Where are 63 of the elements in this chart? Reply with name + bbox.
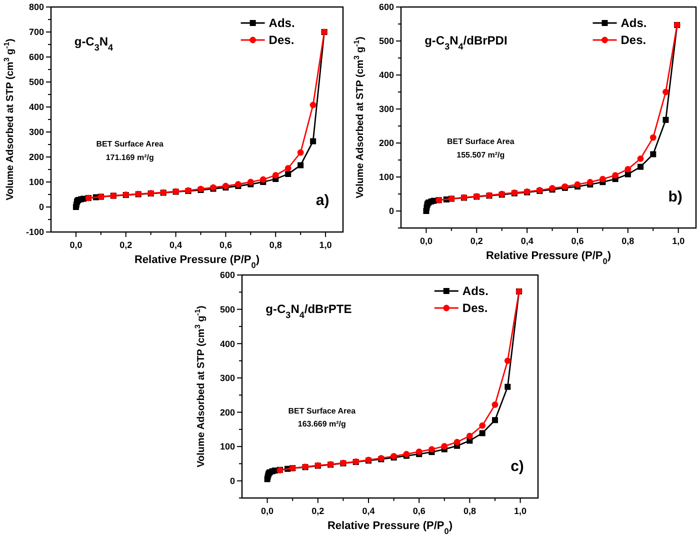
annotation: 171.169 m²/g — [106, 153, 154, 162]
legend-label: Des. — [462, 301, 488, 316]
x-tick-label: 0,0 — [420, 236, 432, 246]
annotation: a) — [316, 192, 330, 209]
x-tick-label: 1,0 — [319, 240, 332, 250]
x-tick-label: 0,2 — [312, 506, 324, 516]
y-tick-label: 800 — [28, 2, 44, 12]
y-tick-label: 200 — [378, 138, 394, 148]
x-tick-label: 0,0 — [70, 240, 82, 250]
annotation: BET Surface Area — [447, 137, 515, 146]
legend-label: Des. — [620, 33, 646, 48]
x-tick-label: 0,6 — [219, 240, 232, 250]
y-tick-label: 600 — [28, 52, 44, 62]
annotation: BET Surface Area — [96, 140, 164, 148]
y-tick-label: 200 — [28, 152, 44, 162]
x-tick-label: 1,0 — [672, 236, 685, 246]
x-tick-label: 0,4 — [520, 236, 534, 246]
x-tick-label: 0,6 — [571, 236, 584, 246]
y-tick-label: 600 — [220, 270, 235, 280]
x-tick-label: 0,2 — [470, 236, 483, 246]
annotation: g-C$_{3}$N$_{4}$/dBrPDI — [424, 34, 508, 52]
x-axis-title: Relative Pressure (P/P$_{0}$) — [134, 254, 260, 270]
y-tick-label: 300 — [378, 104, 394, 114]
annotation: 163.669 m²/g — [298, 420, 346, 429]
legend-label: Ads. — [462, 284, 488, 298]
y-tick-label: 200 — [220, 407, 235, 418]
x-tick-label: 0,8 — [269, 240, 282, 250]
x-tick-label: 0,0 — [261, 506, 274, 516]
x-tick-label: 0,8 — [463, 506, 476, 516]
y-tick-label: 400 — [220, 338, 235, 349]
annotation: 155.507 m²/g — [456, 150, 505, 160]
x-tick-label: 0,8 — [622, 236, 634, 246]
y-tick-label: 0 — [38, 202, 44, 212]
legend-label: Ads. — [268, 16, 295, 30]
legend-label: Ads. — [620, 16, 647, 30]
y-tick-label: 400 — [378, 70, 394, 80]
y-tick-label: 600 — [378, 2, 394, 12]
x-tick-label: 0,6 — [412, 506, 426, 516]
y-tick-label: 300 — [28, 127, 44, 138]
y-tick-label: 100 — [220, 442, 235, 452]
x-tick-label: 0,2 — [120, 240, 132, 250]
annotation: b) — [668, 188, 682, 206]
x-tick-label: 0,4 — [362, 506, 375, 516]
y-tick-label: 700 — [28, 27, 44, 38]
y-tick-label: 500 — [28, 77, 44, 88]
y-tick-label: 500 — [220, 304, 235, 314]
y-tick-label: 100 — [28, 177, 44, 188]
x-tick-label: 0,4 — [170, 240, 182, 250]
legend-label: Des. — [268, 33, 294, 48]
x-axis-title: Relative Pressure (P/P$_{0}$) — [486, 250, 612, 266]
y-tick-label: 0 — [230, 476, 235, 486]
y-tick-label: 0 — [388, 206, 394, 216]
y-tick-label: -100 — [26, 227, 44, 238]
x-tick-label: 1,0 — [514, 506, 527, 516]
annotation: c) — [510, 458, 524, 476]
annotation: BET Surface Area — [288, 406, 356, 416]
y-tick-label: 100 — [378, 172, 394, 182]
annotation: g-C$_{3}$N$_{4}$/dBrPTE — [266, 302, 352, 320]
annotation: g-C$_{3}$N$_{4}$ — [74, 34, 114, 52]
x-axis-title: Relative Pressure (P/P$_{0}$) — [327, 520, 453, 536]
y-tick-label: 400 — [28, 102, 44, 112]
y-tick-label: 300 — [220, 373, 235, 384]
y-tick-label: 500 — [378, 36, 394, 46]
